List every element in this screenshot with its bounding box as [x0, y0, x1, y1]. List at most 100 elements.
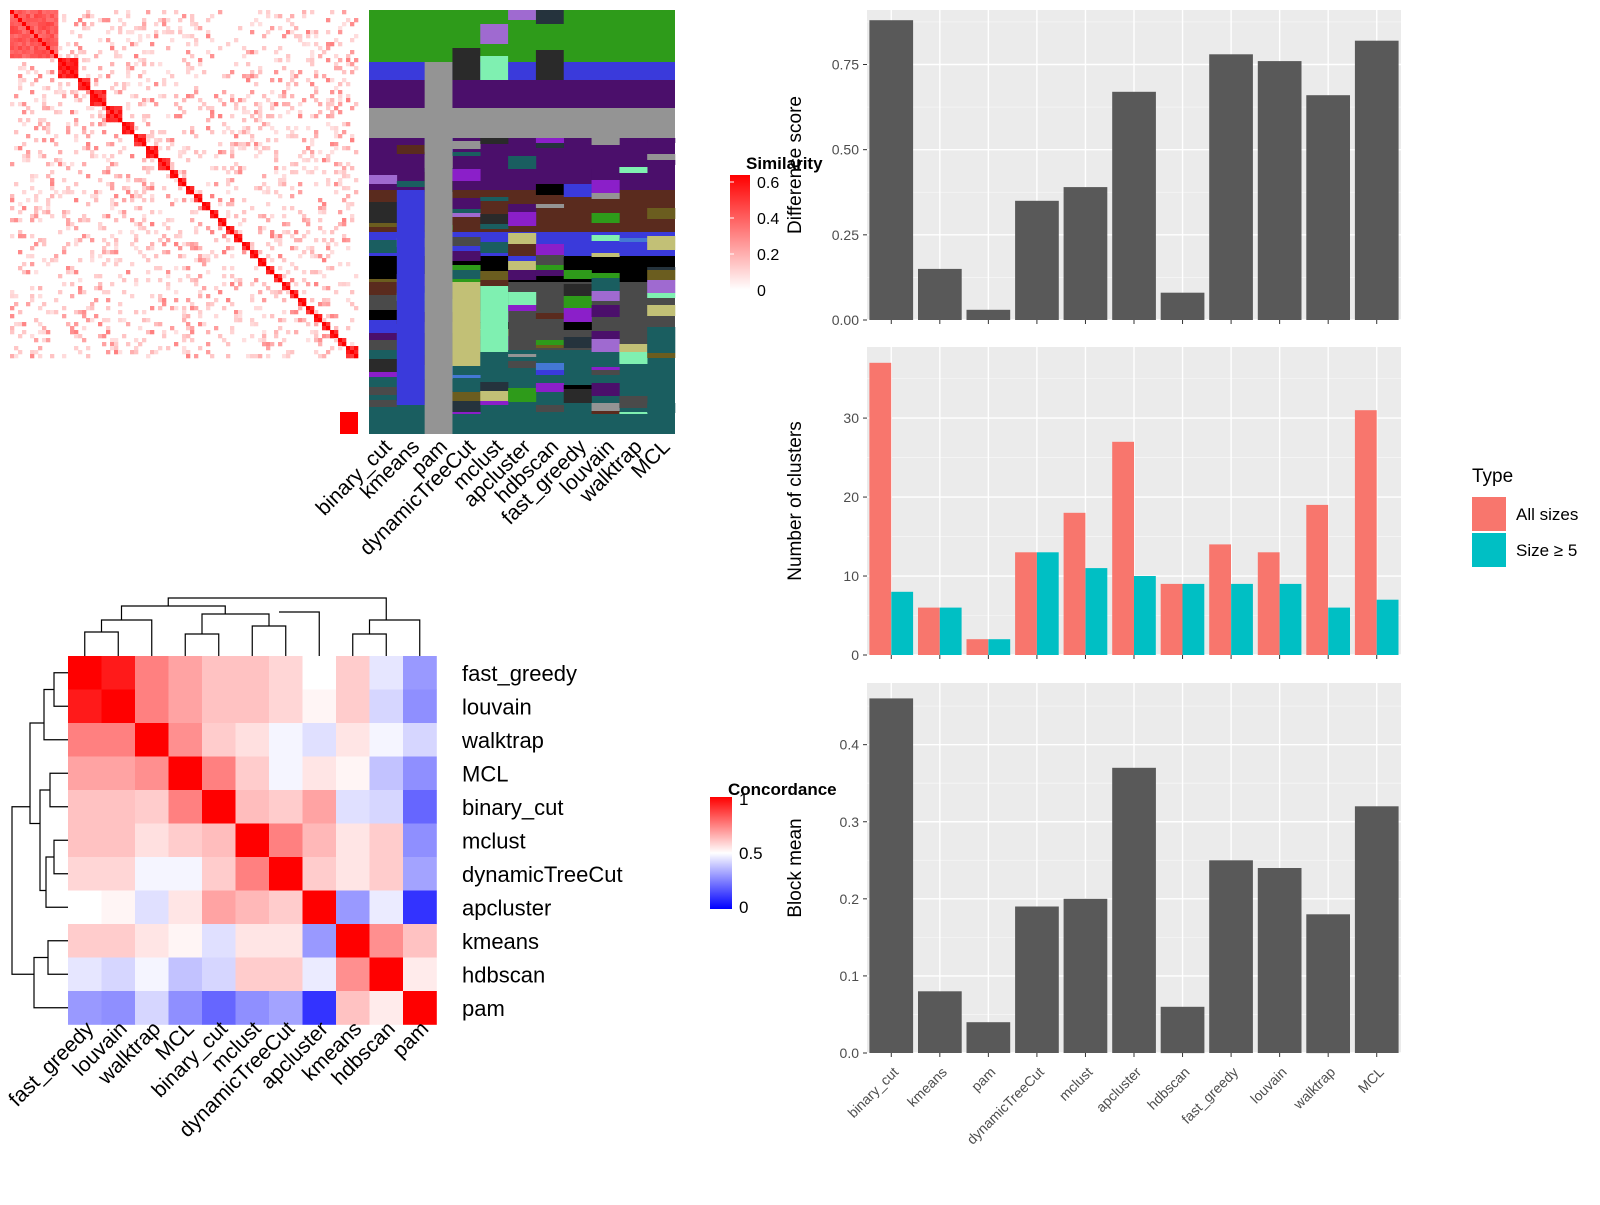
- similarity-cell: [346, 58, 351, 63]
- similarity-cell: [30, 42, 35, 47]
- similarity-cell: [222, 90, 227, 95]
- dendrogram-branch: [84, 631, 119, 656]
- bar: [1354, 40, 1399, 320]
- concordance-cell: [202, 656, 236, 690]
- similarity-cell: [178, 186, 183, 191]
- similarity-cell: [66, 226, 71, 231]
- similarity-cell: [90, 254, 95, 259]
- similarity-cell: [26, 198, 31, 203]
- similarity-cell: [50, 22, 55, 27]
- similarity-cell: [122, 198, 127, 203]
- similarity-cell: [30, 46, 35, 51]
- concordance-cell: [336, 756, 370, 791]
- similarity-cell: [346, 350, 351, 355]
- similarity-cell: [186, 354, 191, 359]
- similarity-cell: [138, 178, 143, 183]
- similarity-cell: [10, 54, 15, 59]
- similarity-cell: [338, 94, 343, 99]
- concordance-cell: [235, 924, 270, 958]
- dendrogram-branch: [100, 619, 153, 656]
- assignment-cell: [508, 212, 537, 226]
- similarity-cell: [234, 238, 239, 243]
- concordance-cell: [369, 689, 404, 724]
- similarity-cell: [310, 150, 315, 155]
- concordance-cell: [302, 656, 337, 690]
- similarity-cell: [166, 174, 171, 179]
- similarity-cell: [18, 202, 23, 207]
- similarity-cell: [198, 254, 203, 259]
- similarity-cell: [18, 146, 23, 151]
- similarity-cell: [354, 178, 359, 183]
- similarity-cell: [170, 218, 175, 223]
- similarity-cell: [70, 50, 75, 55]
- similarity-cell: [178, 106, 183, 111]
- similarity-cell: [130, 126, 135, 131]
- similarity-cell: [322, 286, 327, 291]
- similarity-cell: [286, 330, 291, 335]
- similarity-cell: [234, 142, 239, 147]
- concordance-cell: [336, 790, 370, 824]
- similarity-cell: [334, 338, 339, 343]
- similarity-cell: [178, 178, 183, 183]
- similarity-cell: [306, 42, 311, 47]
- similarity-cell: [126, 270, 131, 275]
- similarity-cell: [254, 118, 259, 123]
- similarity-cell: [58, 150, 63, 155]
- similarity-cell: [82, 162, 87, 167]
- similarity-cell: [38, 46, 43, 51]
- similarity-cell: [202, 286, 207, 291]
- similarity-cell: [234, 162, 239, 167]
- similarity-cell: [86, 74, 91, 79]
- similarity-cell: [102, 94, 107, 99]
- similarity-cell: [190, 18, 195, 23]
- similarity-cell: [138, 226, 143, 231]
- similarity-cell: [306, 30, 311, 35]
- similarity-cell: [182, 334, 187, 339]
- similarity-cell: [82, 214, 87, 219]
- similarity-cell: [106, 350, 111, 355]
- similarity-cell: [146, 138, 151, 143]
- similarity-cell: [62, 250, 67, 255]
- similarity-cell: [46, 174, 51, 179]
- similarity-cell: [254, 186, 259, 191]
- similarity-cell: [86, 202, 91, 207]
- similarity-cell: [18, 102, 23, 107]
- similarity-cell: [106, 118, 111, 123]
- similarity-cell: [234, 314, 239, 319]
- similarity-cell: [210, 130, 215, 135]
- assignment-cell: [619, 242, 648, 255]
- similarity-cell: [278, 326, 283, 331]
- similarity-cell: [46, 18, 51, 23]
- similarity-cell: [174, 266, 179, 271]
- assignment-cell: [369, 223, 398, 227]
- similarity-cell: [226, 214, 231, 219]
- similarity-cell: [266, 202, 271, 207]
- similarity-cell: [274, 190, 279, 195]
- concordance-row-label: binary_cut: [462, 795, 564, 820]
- similarity-cell: [10, 314, 15, 319]
- similarity-cell: [158, 166, 163, 171]
- concordance-cell: [369, 857, 404, 891]
- similarity-cell: [258, 250, 263, 255]
- similarity-cell: [14, 22, 19, 27]
- concordance-row-label: walktrap: [461, 728, 544, 753]
- cluster-assignment-panel: [369, 10, 676, 434]
- similarity-cell: [158, 346, 163, 351]
- similarity-cell: [226, 126, 231, 131]
- similarity-cell: [142, 214, 147, 219]
- similarity-cell: [94, 94, 99, 99]
- similarity-cell: [58, 62, 63, 67]
- concordance-legend-title: Concordance: [728, 780, 837, 799]
- similarity-cell: [310, 246, 315, 251]
- similarity-cell: [238, 170, 243, 175]
- assignment-cell: [396, 181, 425, 187]
- similarity-cell: [306, 158, 311, 163]
- similarity-cell: [50, 78, 55, 83]
- similarity-cell: [346, 94, 351, 99]
- similarity-cell: [286, 86, 291, 91]
- similarity-cell: [18, 10, 23, 15]
- similarity-cell: [22, 62, 27, 67]
- similarity-cell: [210, 166, 215, 171]
- concordance-cell: [336, 924, 370, 958]
